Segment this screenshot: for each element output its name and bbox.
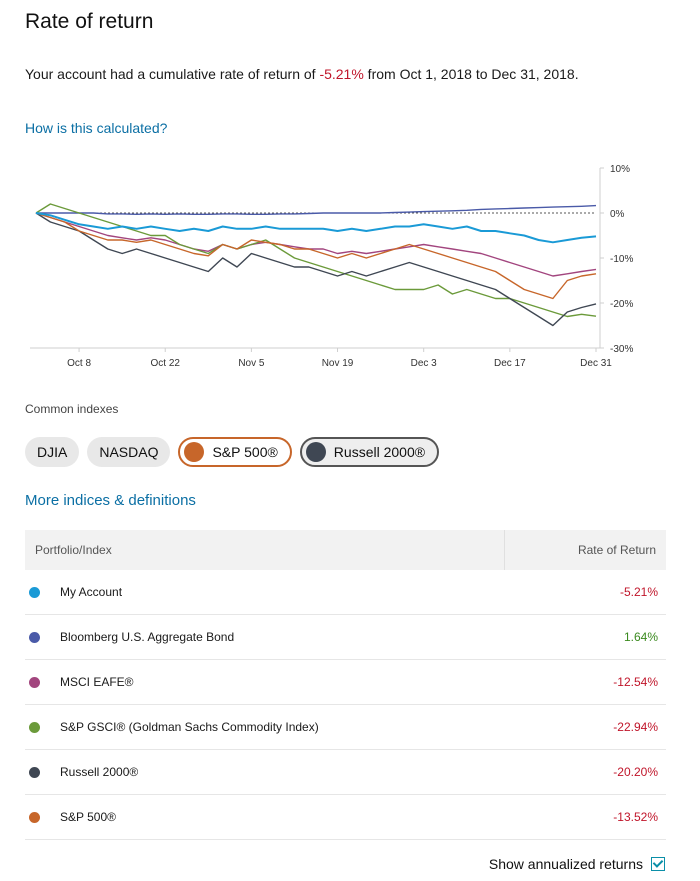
series-line-bond	[36, 204, 597, 215]
index-chip-russell2000[interactable]: Russell 2000®	[299, 437, 440, 467]
table-row: Bloomberg U.S. Aggregate Bond 1.64%	[25, 614, 666, 660]
series-color-dot	[29, 767, 40, 779]
row-value: -13.52%	[504, 794, 666, 840]
how-calculated-link[interactable]: How is this calculated?	[25, 120, 168, 136]
table-row: My Account -5.21%	[25, 570, 666, 615]
series-color-dot	[29, 812, 40, 824]
series-color-dot	[29, 632, 40, 644]
row-value: -5.21%	[504, 570, 666, 615]
y-tick-label: -10%	[610, 254, 633, 265]
y-tick-label: 10%	[610, 164, 630, 175]
summary-suffix: from Oct 1, 2018 to Dec 31, 2018.	[363, 66, 579, 82]
row-value: 1.64%	[504, 614, 666, 660]
row-value: -22.94%	[504, 704, 666, 750]
y-tick-label: -30%	[610, 344, 633, 355]
series-color-dot	[29, 587, 40, 599]
table-row: Russell 2000® -20.20%	[25, 749, 666, 795]
row-name: S&P GSCI® (Goldman Sachs Commodity Index…	[60, 720, 319, 734]
index-chip-sp500[interactable]: S&P 500®	[178, 437, 292, 467]
returns-table: Portfolio/Index Rate of Return My Accoun…	[25, 530, 666, 840]
row-name: Russell 2000®	[60, 765, 139, 779]
annualized-checkbox[interactable]	[651, 857, 665, 871]
x-tick-label: Dec 3	[411, 358, 438, 369]
index-chip-djia[interactable]: DJIA	[25, 437, 80, 467]
series-color-dot	[29, 677, 40, 689]
series-color-dot	[29, 722, 40, 734]
x-tick-label: Oct 8	[67, 358, 91, 369]
chip-color-dot	[184, 442, 205, 462]
more-indices-link[interactable]: More indices & definitions	[25, 492, 196, 509]
series-line-sp500	[35, 212, 597, 300]
summary-return-value: -5.21%	[319, 66, 364, 82]
row-name: My Account	[60, 585, 123, 599]
series-line-eafe	[35, 212, 597, 277]
page-title: Rate of return	[25, 10, 154, 33]
y-tick-label: 0%	[610, 209, 625, 220]
table-header-row: Portfolio/Index Rate of Return	[25, 530, 666, 570]
index-chip-group: DJIA NASDAQ S&P 500® Russell 2000®	[25, 437, 440, 467]
annualized-label: Show annualized returns	[488, 856, 643, 872]
column-header-portfolio[interactable]: Portfolio/Index	[25, 530, 505, 570]
x-tick-label: Nov 19	[322, 358, 354, 369]
column-header-rate[interactable]: Rate of Return	[504, 530, 666, 570]
summary-prefix: Your account had a cumulative rate of re…	[25, 66, 320, 82]
row-name: S&P 500®	[60, 810, 116, 824]
chip-label: Russell 2000®	[333, 444, 426, 460]
chip-label: DJIA	[37, 444, 68, 460]
table-row: S&P GSCI® (Goldman Sachs Commodity Index…	[25, 704, 666, 750]
rate-of-return-chart: 10% 0% -10% -20% -30% Oct 8 Oct 22 Nov 5 Nov 19 D…	[30, 164, 633, 369]
row-value: -20.20%	[504, 749, 666, 795]
table-row: MSCI EAFE® -12.54%	[25, 659, 666, 705]
index-chip-nasdaq[interactable]: NASDAQ	[87, 437, 171, 467]
series-line-gsci	[35, 203, 597, 318]
row-value: -12.54%	[504, 659, 666, 705]
chip-label: S&P 500®	[212, 444, 278, 460]
return-summary: Your account had a cumulative rate of re…	[25, 62, 675, 86]
table-row: S&P 500® -13.52%	[25, 794, 666, 840]
series-line-russell	[35, 212, 597, 327]
row-name: MSCI EAFE®	[60, 675, 134, 689]
series-line-account	[35, 212, 597, 244]
chip-color-dot	[305, 442, 326, 462]
common-indexes-label: Common indexes	[25, 402, 119, 416]
x-tick-label: Oct 22	[150, 358, 180, 369]
y-tick-label: -20%	[610, 299, 633, 310]
x-tick-label: Nov 5	[238, 358, 265, 369]
chip-label: NASDAQ	[99, 444, 159, 460]
row-name: Bloomberg U.S. Aggregate Bond	[60, 630, 235, 644]
x-tick-label: Dec 17	[494, 358, 526, 369]
x-tick-label: Dec 31	[580, 358, 612, 369]
annualized-toggle[interactable]: Show annualized returns	[489, 856, 665, 872]
